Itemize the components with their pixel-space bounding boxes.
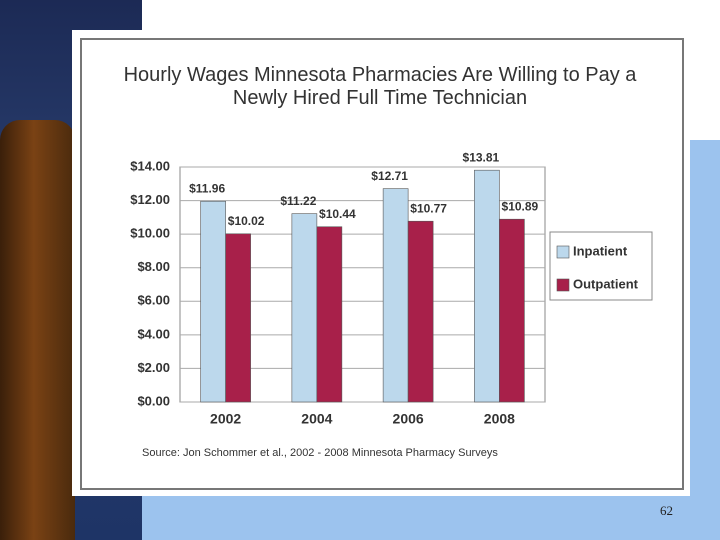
x-tick-label: 2008 [484, 411, 515, 427]
x-tick-label: 2006 [393, 411, 424, 427]
panel-frame [80, 38, 684, 490]
y-tick-label: $12.00 [130, 192, 170, 207]
legend-swatch [556, 245, 570, 259]
value-label: $12.71 [371, 169, 408, 183]
value-label: $11.96 [189, 181, 225, 195]
bar [407, 220, 434, 403]
value-label: $11.22 [280, 194, 316, 208]
bottle-image [0, 120, 75, 540]
value-label: $10.44 [319, 207, 356, 221]
y-tick-label: $2.00 [137, 360, 170, 375]
bar [382, 188, 409, 403]
bar [474, 169, 500, 403]
bar [225, 233, 251, 403]
page-number: 62 [660, 503, 673, 518]
y-tick-label: $6.00 [137, 293, 170, 308]
x-tick-label: 2002 [210, 411, 241, 427]
legend-label: Outpatient [573, 276, 639, 291]
source-note: Source: Jon Schommer et al., 2002 - 2008… [142, 447, 498, 459]
bar [291, 213, 318, 403]
y-tick-label: $4.00 [137, 326, 170, 341]
y-tick-label: $10.00 [130, 226, 170, 241]
bar [499, 218, 525, 403]
value-label: $10.02 [228, 214, 265, 228]
x-tick-label: 2004 [301, 411, 332, 427]
legend-label: Inpatient [573, 243, 628, 258]
value-label: $10.77 [410, 201, 447, 215]
bar [200, 200, 226, 403]
chart-title: Hourly Wages Minnesota Pharmacies Are Wi… [123, 64, 637, 109]
value-label: $10.89 [502, 199, 539, 213]
bar [316, 226, 343, 403]
y-tick-label: $14.00 [130, 158, 170, 173]
legend-swatch [556, 278, 570, 292]
y-tick-label: $0.00 [137, 393, 170, 408]
value-label: $13.81 [463, 150, 500, 164]
y-tick-label: $8.00 [137, 259, 170, 274]
